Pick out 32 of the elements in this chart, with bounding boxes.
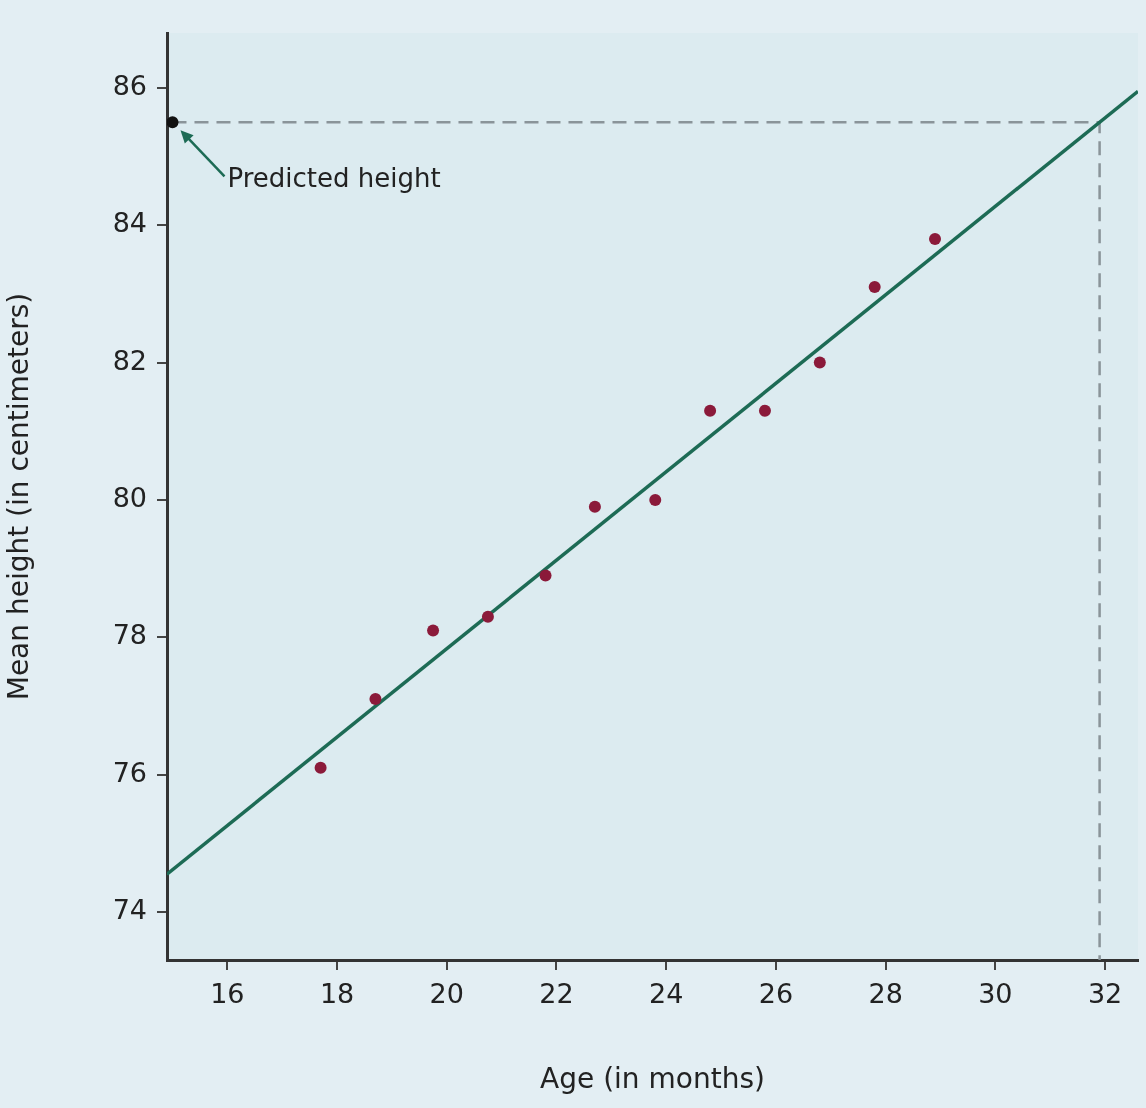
y-tick-label: 82: [112, 344, 147, 376]
y-tick-label: 76: [112, 756, 147, 788]
point: [481, 610, 494, 623]
annotation: Predicted height: [227, 163, 441, 194]
point: [539, 569, 552, 582]
x-tick-label: 22: [539, 978, 574, 1010]
point: [369, 693, 382, 706]
point: [167, 116, 179, 129]
x-tick-label: 30: [978, 978, 1013, 1010]
y-tick-label: 84: [112, 207, 147, 239]
point: [758, 404, 771, 417]
x-axis-title: Age (in months): [540, 1062, 765, 1096]
x-tick-label: 26: [758, 978, 794, 1010]
y-tick-label: 80: [112, 481, 147, 513]
y-axis-title: Mean height (in centimeters): [2, 292, 36, 701]
x-tick-label: 18: [319, 978, 355, 1010]
x-tick-label: 20: [429, 978, 464, 1010]
point: [868, 281, 881, 294]
point: [813, 356, 826, 369]
y-tick-label: 86: [112, 69, 147, 101]
point: [588, 500, 601, 513]
x-tick-label: 28: [868, 978, 903, 1010]
point: [929, 233, 942, 245]
y-tick-label: 78: [112, 619, 147, 651]
point: [649, 493, 662, 506]
x-tick-label: 16: [210, 978, 245, 1010]
point: [427, 624, 440, 637]
point: [314, 761, 327, 774]
x-tick-label: 32: [1087, 978, 1123, 1010]
x-tick-label: 24: [649, 978, 684, 1010]
y-tick-label: 74: [112, 893, 147, 925]
point: [704, 404, 717, 417]
